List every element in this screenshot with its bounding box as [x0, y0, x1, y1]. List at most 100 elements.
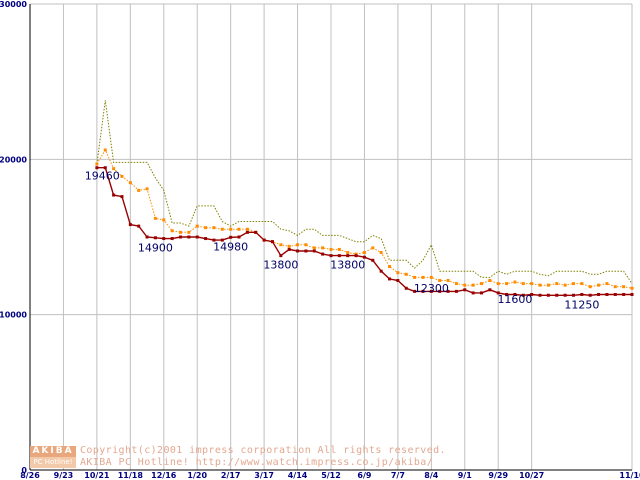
- series-3-point: [170, 237, 174, 241]
- series-3-point: [254, 230, 258, 234]
- x-tick-label: 12/16: [151, 471, 177, 480]
- series-3-point: [580, 292, 584, 296]
- data-label: 11250: [564, 298, 599, 311]
- series-2-point: [580, 282, 584, 286]
- x-axis-ticks: 8/26 9/23 10/21 11/18 12/16 1/20 2/17 3/17 4/14 5…: [20, 471, 640, 480]
- series-3-point: [530, 292, 534, 296]
- series-2-point: [279, 243, 283, 247]
- series-3-point: [396, 278, 400, 282]
- series-3-point: [245, 230, 249, 234]
- series-3-point: [546, 293, 550, 297]
- series-2-point: [112, 167, 116, 171]
- series-3-point: [605, 292, 609, 296]
- series-2-point: [404, 272, 408, 276]
- series-2-point: [538, 283, 542, 287]
- series-3-point: [103, 166, 107, 170]
- x-tick-label: 11/18: [118, 471, 144, 480]
- x-tick-label: 3/17: [254, 471, 274, 480]
- series-2-point: [446, 278, 450, 282]
- series-3-point: [622, 292, 626, 296]
- series-2-point: [605, 282, 609, 286]
- series-2-point: [179, 230, 182, 234]
- series-3-point: [597, 292, 601, 296]
- series-3-point: [538, 293, 542, 297]
- series-2-point: [413, 275, 417, 279]
- site-url-text: AKIBA PC Hotline! http://www.watch.impre…: [80, 457, 434, 468]
- y-axis-ticks: 0 10000 20000 30000: [0, 0, 27, 475]
- series-2-point: [379, 251, 383, 255]
- series-3-point: [379, 269, 383, 273]
- x-tick-label: 7/7: [391, 471, 405, 480]
- data-label: 14900: [138, 242, 173, 255]
- series-3-point: [262, 238, 266, 242]
- x-tick-label: 1/20: [187, 471, 207, 480]
- series-3-point: [120, 195, 124, 199]
- series-2-point: [480, 282, 483, 286]
- series-2-point: [454, 282, 458, 286]
- data-label: 13800: [330, 259, 365, 272]
- series-3-point: [220, 238, 224, 242]
- series-3-point: [312, 249, 316, 253]
- series-3-point: [571, 293, 575, 297]
- y-tick-label: 10000: [0, 311, 27, 320]
- series-2-point: [120, 174, 124, 178]
- series-3-point: [112, 193, 116, 197]
- series-2-point: [287, 244, 291, 248]
- series-2-point: [563, 283, 567, 287]
- data-label: 13800: [263, 259, 298, 272]
- series-3-point: [471, 291, 475, 295]
- series-2-point: [153, 216, 157, 220]
- series-2-point: [371, 246, 375, 250]
- series-3-point: [321, 252, 325, 256]
- series-3-point: [446, 289, 450, 293]
- series-2-point: [128, 181, 132, 185]
- series-3-point: [438, 289, 442, 293]
- series-2-point: [304, 243, 308, 247]
- series-2-point: [103, 148, 107, 152]
- series-3-point: [563, 293, 567, 297]
- series-2-point: [388, 265, 392, 269]
- x-tick-label: 10/21: [84, 471, 110, 480]
- series-3-point: [496, 291, 500, 295]
- series-3-point: [229, 235, 233, 239]
- series-2-point: [471, 283, 475, 287]
- x-tick-label: 5/12: [321, 471, 341, 480]
- series-2-point: [312, 246, 316, 250]
- x-tick-label: 11/10: [619, 471, 640, 480]
- series-3-point: [296, 249, 300, 253]
- akiba-logo-top: AKIBA: [30, 446, 76, 457]
- x-tick-label: 9/29: [488, 471, 508, 480]
- series-3-point: [128, 223, 132, 227]
- x-tick-label: 10/27: [519, 471, 544, 480]
- x-tick-label: 8/4: [424, 471, 438, 480]
- series-2-point: [195, 224, 199, 228]
- series-3-point: [195, 235, 199, 239]
- series-3-point: [463, 288, 467, 292]
- series-3-point: [179, 235, 182, 239]
- series-3-point: [630, 292, 634, 296]
- series-3-point: [346, 254, 350, 258]
- series-3-point: [287, 247, 291, 251]
- series-1-line: [96, 100, 633, 284]
- series-2-point: [362, 251, 366, 255]
- series-3-point: [354, 254, 358, 258]
- series-2-point: [597, 283, 601, 287]
- data-label: 19460: [85, 170, 120, 183]
- series-3-point: [454, 289, 458, 293]
- x-tick-label: 6/9: [357, 471, 371, 480]
- series-3-point: [488, 288, 492, 292]
- series-3-point: [480, 291, 483, 295]
- series-3-point: [404, 286, 408, 290]
- series-2-point: [571, 282, 575, 286]
- series-2-point: [245, 227, 249, 231]
- series-2-point: [337, 247, 341, 251]
- series-2-point: [622, 285, 626, 289]
- data-labels: 19460 14900 14980 13800 13800 12300 11600 11250: [85, 170, 600, 312]
- series-2-point: [346, 251, 350, 255]
- grid-lines: [30, 3, 633, 470]
- series-3-point: [513, 292, 517, 296]
- series-3-point: [153, 236, 157, 240]
- copyright-text: Copyright(c)2001 impress corporation All…: [80, 445, 446, 456]
